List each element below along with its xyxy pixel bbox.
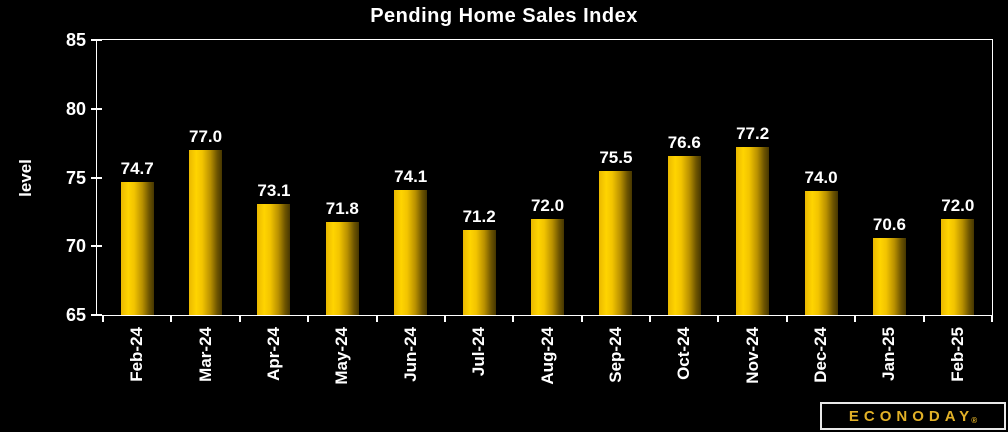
x-axis-tick [785, 316, 788, 322]
bar-value-label: 74.7 [120, 158, 154, 178]
bar-Feb-24 [120, 181, 154, 315]
x-axis-tick [854, 316, 857, 322]
x-axis-label: Nov-24 [742, 327, 762, 384]
bar-value-label: 72.0 [530, 195, 565, 215]
y-axis-label: 85 [65, 30, 86, 50]
x-axis-label: Dec-24 [811, 327, 831, 383]
bar-value-label: 74.0 [804, 168, 838, 188]
x-axis-label: Mar-24 [195, 327, 215, 382]
x-axis-tick [102, 316, 104, 322]
x-axis-label: Jan-25 [879, 327, 899, 381]
y-axis-label: 75 [65, 167, 86, 188]
x-axis-tick [512, 316, 515, 322]
x-axis-tick [717, 316, 720, 322]
bar-value-label: 71.2 [462, 206, 496, 226]
bar-value-label: 73.1 [257, 180, 291, 200]
bar-Aug-24 [531, 218, 564, 315]
y-axis-tick [91, 176, 102, 179]
econoday-logo-text: ECONODAY [848, 407, 975, 425]
x-axis-tick [580, 316, 583, 322]
chart-title: Pending Home Sales Index [370, 5, 638, 27]
bar-Mar-24 [189, 150, 223, 315]
x-axis-tick [238, 316, 241, 322]
bar-Jun-24 [394, 189, 428, 315]
x-axis-tick [170, 316, 173, 322]
x-axis-label: Sep-24 [605, 327, 625, 383]
x-axis-label: Oct-24 [674, 327, 694, 380]
x-axis-tick [443, 316, 446, 322]
bar-Jan-25 [872, 238, 906, 315]
bar-Oct-24 [667, 155, 701, 315]
x-axis-label: Apr-24 [263, 327, 283, 381]
x-axis-tick [991, 316, 993, 322]
bar-Sep-24 [599, 170, 633, 315]
x-axis-label: Feb-24 [127, 327, 147, 382]
bar-Dec-24 [804, 191, 838, 315]
bar-May-24 [325, 221, 359, 315]
bar-value-label: 72.0 [941, 195, 975, 215]
y-axis-label: 70 [65, 236, 86, 257]
y-axis-label: 80 [65, 98, 86, 119]
bar-value-label: 70.6 [872, 215, 906, 234]
x-axis-label: Jun-24 [400, 327, 420, 382]
x-axis-label: Aug-24 [537, 327, 557, 385]
y-axis-label: 65 [65, 305, 86, 325]
bar-value-label: 76.6 [667, 132, 701, 152]
bar-Apr-24 [257, 203, 291, 315]
bar-Nov-24 [736, 147, 770, 315]
x-axis-label: Jul-24 [469, 327, 489, 377]
x-axis-tick [375, 316, 378, 322]
y-axis-tick [91, 107, 102, 110]
bar-Feb-25 [941, 218, 975, 315]
x-axis-label: Feb-25 [947, 327, 967, 382]
registered-trademark-icon: ® [971, 416, 978, 425]
y-axis-tick [91, 39, 102, 41]
y-axis-tick [91, 314, 102, 316]
bar-value-label: 74.1 [394, 166, 428, 186]
plot-area: 74.7 77.0 73.1 71.8 74.1 71.2 72.0 75.5 76.6 77.2… [96, 39, 993, 316]
x-axis-tick [649, 316, 652, 322]
x-axis-tick [307, 316, 310, 322]
bar-value-label: 71.8 [325, 198, 359, 218]
bar-value-label: 77.2 [736, 124, 770, 144]
bar-Jul-24 [462, 229, 496, 315]
x-axis-label: May-24 [332, 327, 352, 385]
y-axis-tick [91, 245, 102, 248]
x-axis-tick [922, 316, 925, 322]
econoday-logo: ECONODAY ® [820, 402, 1006, 430]
bar-value-label: 75.5 [599, 147, 633, 167]
bar-value-label: 77.0 [189, 127, 223, 146]
